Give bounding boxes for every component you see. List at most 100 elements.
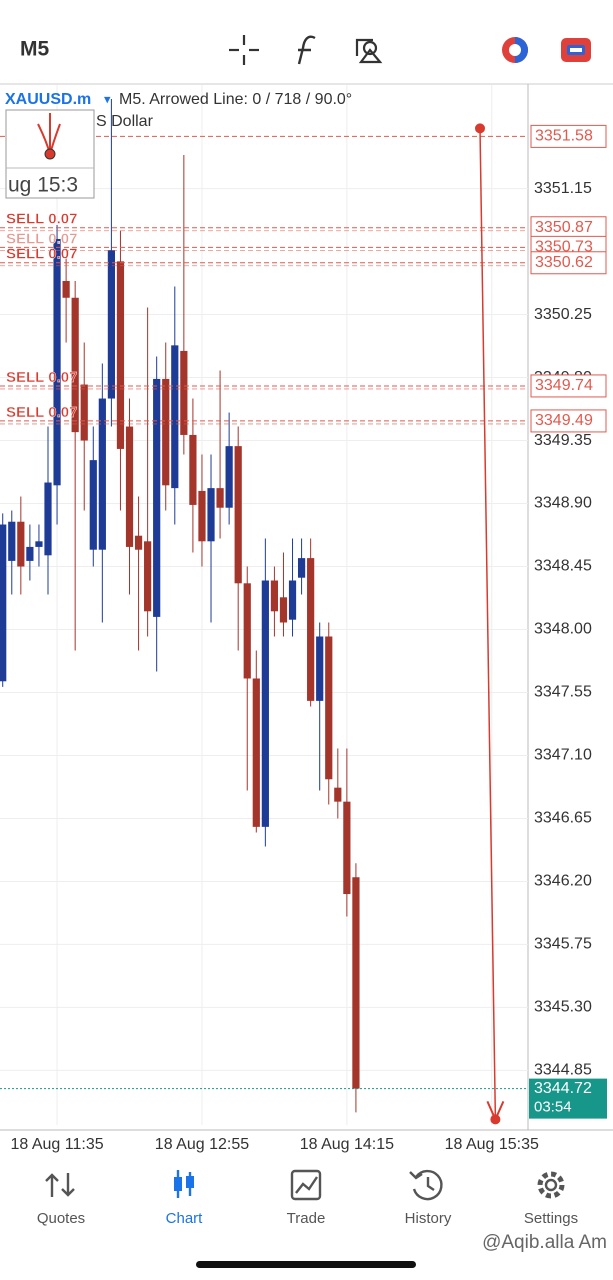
order-price: 3350.87 — [535, 219, 593, 236]
y-tick-label: 3347.55 — [534, 684, 592, 701]
home-indicator — [196, 1261, 416, 1268]
candle-body — [35, 541, 43, 547]
y-tick-label: 3350.25 — [534, 306, 592, 323]
plot: 3351.153350.253349.803349.353348.903348.… — [0, 85, 607, 1153]
order-label: SELL 0.07 — [6, 211, 77, 228]
candle-body — [171, 345, 179, 489]
timeframe[interactable]: M5 — [20, 38, 49, 61]
nav-labels: Quotes Chart Trade History Settings — [37, 1210, 578, 1227]
nav-label[interactable]: History — [405, 1210, 452, 1227]
candle-body — [316, 636, 324, 701]
arrowed-line-end — [490, 1114, 501, 1125]
quotes-icon[interactable] — [45, 1173, 75, 1197]
order-price-box — [530, 409, 607, 433]
order-price-box — [530, 251, 607, 275]
candle-body — [80, 384, 88, 441]
candle-body — [261, 580, 269, 827]
candle-body — [17, 521, 25, 567]
y-tick-label: 3346.20 — [534, 873, 592, 890]
y-tick-label: 3345.30 — [534, 999, 592, 1016]
object-tooltip: ug 15:3 — [5, 109, 95, 199]
current-price-box — [529, 1078, 607, 1119]
order-price: 3349.49 — [535, 412, 593, 429]
candle-timer: 03:54 — [534, 1099, 572, 1116]
candle-body — [198, 490, 206, 542]
y-tick-label: 3349.35 — [534, 432, 592, 449]
order-label: SELL 0.07 — [6, 404, 77, 421]
nav-bar — [0, 1160, 613, 1280]
candle-body — [116, 261, 125, 449]
candle-body — [153, 378, 161, 617]
candle-body — [234, 446, 242, 584]
nav-icons — [45, 1169, 565, 1201]
trade-icon[interactable] — [561, 38, 591, 62]
y-tick-label: 3344.85 — [534, 1062, 592, 1079]
y-tick-label: 3345.75 — [534, 936, 592, 953]
nav-label[interactable]: Chart — [166, 1210, 204, 1227]
candle-body — [62, 280, 70, 298]
chart-info: M5. Arrowed Line: 0 / 718 / 90.0° — [119, 91, 352, 108]
candle-body — [252, 678, 260, 827]
symbol-description: S Dollar — [96, 113, 154, 130]
order-price: 3349.74 — [535, 377, 593, 394]
candle-body — [297, 558, 306, 578]
indicator-icon[interactable] — [297, 35, 316, 65]
candle-body — [134, 535, 143, 550]
x-tick-label: 18 Aug 12:55 — [155, 1136, 249, 1153]
candle-body — [352, 877, 360, 1089]
account-icon[interactable] — [502, 37, 528, 63]
nav-label[interactable]: Quotes — [37, 1210, 85, 1227]
objects-icon[interactable] — [355, 38, 383, 64]
tooltip-time: ug 15:3 — [8, 174, 78, 197]
candle-body — [270, 580, 279, 612]
symbol-caret[interactable]: ▾ — [104, 91, 111, 106]
arrowed-line-price-box — [530, 124, 607, 148]
order-label: SELL 0.07 — [6, 230, 77, 247]
candle-body — [207, 488, 215, 542]
candle-body — [189, 434, 197, 505]
history-icon[interactable] — [409, 1169, 443, 1201]
order-label: SELL 0.07 — [6, 369, 77, 386]
symbol[interactable]: XAUUSD.m — [5, 91, 91, 108]
order-price-box — [530, 374, 607, 398]
trade-nav-icon[interactable] — [290, 1169, 322, 1201]
candle-body — [180, 350, 188, 435]
candle-body — [8, 521, 16, 561]
candle-body — [225, 446, 233, 508]
x-tick-label: 18 Aug 11:35 — [10, 1136, 103, 1153]
order-price: 3350.62 — [535, 254, 593, 271]
watermark: @Aqib.alla Am — [482, 1232, 607, 1253]
y-tick-label: 3348.90 — [534, 495, 592, 512]
y-tick-label: 3347.10 — [534, 747, 592, 764]
candle-body — [334, 787, 342, 802]
candle-body — [162, 378, 170, 486]
current-price: 3344.72 — [534, 1080, 592, 1097]
order-label: SELL 0.07 — [6, 246, 77, 263]
nav-label[interactable]: Settings — [524, 1210, 578, 1227]
candle-body — [279, 597, 288, 623]
settings-icon[interactable] — [537, 1171, 565, 1199]
y-tick-label: 3351.15 — [534, 180, 592, 197]
candle-body — [243, 583, 251, 679]
y-tick-label: 3346.65 — [534, 810, 592, 827]
y-tick-label: 3348.45 — [534, 558, 592, 575]
candle-body — [125, 426, 134, 547]
chart-icon[interactable] — [174, 1170, 194, 1198]
crosshair-icon[interactable] — [229, 35, 259, 65]
candle-body — [144, 541, 152, 612]
candle-body — [216, 488, 224, 508]
arrowed-line-price: 3351.58 — [535, 128, 593, 145]
candle-body — [53, 238, 61, 486]
candle-body — [343, 801, 351, 895]
y-tick-label: 3348.00 — [534, 621, 592, 638]
arrowed-line — [479, 128, 497, 1120]
candle-body — [26, 546, 34, 561]
nav-label[interactable]: Trade — [287, 1210, 326, 1227]
candle-body — [71, 297, 79, 433]
arrowed-line-start — [475, 123, 485, 134]
candle-body — [0, 524, 7, 682]
candle-body — [288, 580, 297, 620]
candle-body — [89, 460, 97, 550]
